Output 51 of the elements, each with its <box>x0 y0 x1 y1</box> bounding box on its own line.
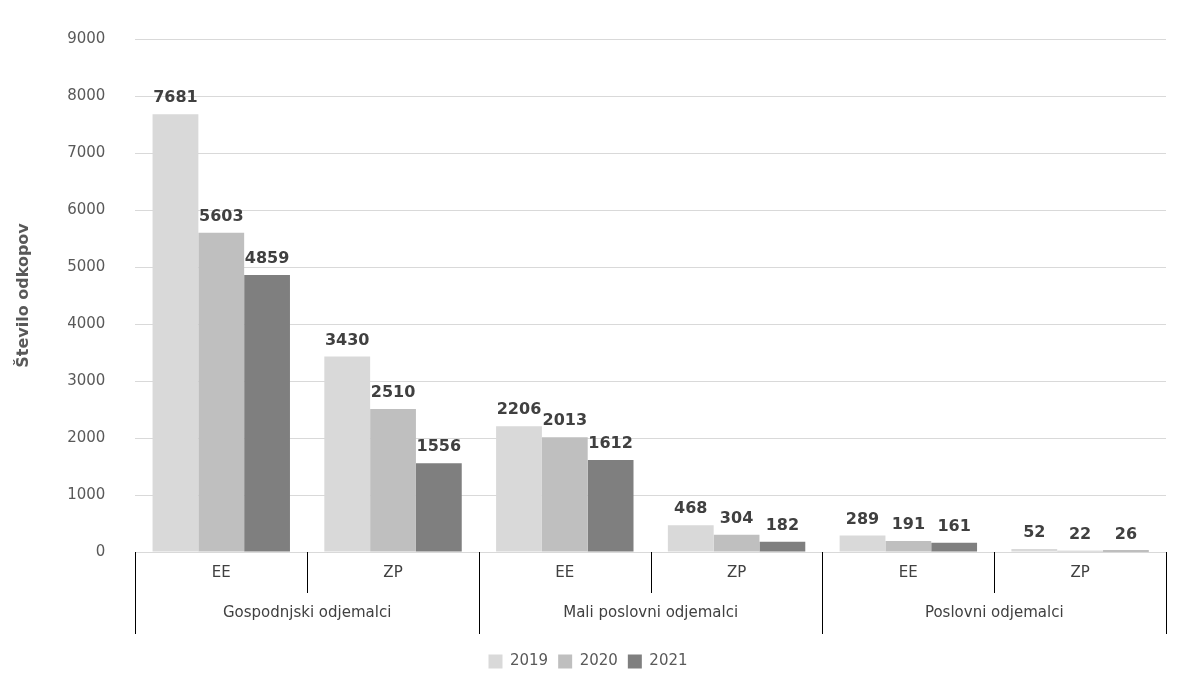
data-label: 5603 <box>198 205 244 225</box>
data-label: 2510 <box>370 382 416 402</box>
bar <box>198 232 245 552</box>
data-label: 182 <box>765 514 800 534</box>
legend-label: 2021 <box>649 651 688 670</box>
data-label: 22 <box>1068 523 1092 543</box>
y-tick-label: 5000 <box>67 256 106 275</box>
x-tick-label: EE <box>898 562 918 581</box>
y-tick-label: 1000 <box>67 484 106 503</box>
text: Mali poslovni odjemalci <box>563 602 739 621</box>
legend-label: 2019 <box>509 651 549 670</box>
data-label: 161 <box>937 515 971 535</box>
bar <box>713 534 760 552</box>
y-tick-label: 0 <box>95 541 106 560</box>
y-axis-title: Število odkopov <box>12 222 32 368</box>
data-label: 4859 <box>244 248 290 268</box>
bar <box>415 463 462 552</box>
bar <box>931 542 978 552</box>
y-tick-label: 2000 <box>67 427 106 446</box>
y-tick-label: 6000 <box>67 199 106 218</box>
data-label: 191 <box>891 514 926 534</box>
data-label: 468 <box>674 498 708 518</box>
bar <box>370 408 416 552</box>
bar <box>541 437 588 552</box>
data-label: 26 <box>1114 523 1138 543</box>
data-label: 3430 <box>324 329 370 349</box>
legend-label: 2020 <box>579 651 618 670</box>
x-tick-label: ZP <box>726 562 747 581</box>
y-tick-label: 4000 <box>67 313 106 332</box>
bar <box>759 541 806 552</box>
y-tick-label: 8000 <box>67 85 106 104</box>
x-tick-label: ZP <box>1070 562 1090 581</box>
bar <box>244 275 290 552</box>
bar <box>587 460 634 552</box>
text: Gospodnjski odjemalci <box>222 602 392 621</box>
data-label: 1612 <box>588 433 633 453</box>
y-tick-label: 9000 <box>67 28 106 47</box>
y-tick-label: 7000 <box>67 142 106 161</box>
y-tick-label: 3000 <box>67 370 106 389</box>
data-label: 304 <box>719 507 754 527</box>
data-label: 289 <box>845 508 880 528</box>
text: Poslovni odjemalci <box>924 602 1064 621</box>
data-label: 7681 <box>153 87 198 107</box>
x-tick-label: EE <box>211 562 231 581</box>
data-label: 52 <box>1023 522 1046 542</box>
data-label: 1556 <box>416 436 462 456</box>
x-tick-label: EE <box>555 562 575 581</box>
data-label: 2206 <box>496 399 542 419</box>
data-label: 2013 <box>542 410 588 430</box>
bar <box>885 541 932 552</box>
x-tick-label: ZP <box>383 562 403 581</box>
